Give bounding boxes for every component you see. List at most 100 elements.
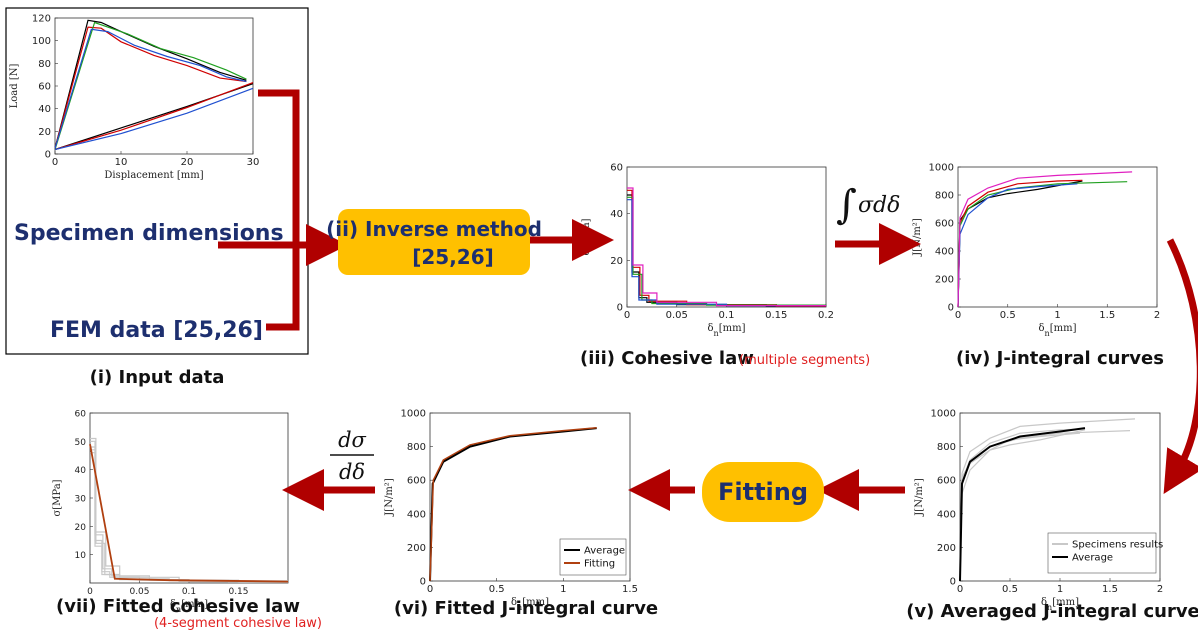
x-tick-label: 0 (52, 157, 58, 168)
series-line (959, 427, 1086, 582)
averaged-j-integral-chart: 0 0.5 1 1.5 202004006008001000δn[mm]J[N/m²]S… (914, 409, 1163, 612)
series-line (54, 28, 247, 149)
y-axis-label: J[N/m²] (384, 478, 395, 517)
x-tick-label: 0.5 (489, 584, 505, 595)
series-line (54, 87, 254, 151)
y-tick-label: 800 (937, 442, 956, 453)
x-tick-label: 1 (1054, 310, 1060, 321)
x-tick-label: 0.15 (765, 310, 787, 321)
y-axis-label: σ[MPa] (52, 479, 63, 516)
fitting-box (702, 462, 824, 522)
legend-label: Specimens results (1072, 540, 1163, 551)
y-tick-label: 600 (937, 476, 956, 487)
y-tick-label: 0 (420, 577, 426, 588)
x-tick-label: 1.5 (622, 584, 638, 595)
y-tick-label: 600 (407, 476, 426, 487)
y-tick-label: 20 (75, 523, 87, 533)
y-tick-label: 800 (935, 191, 954, 202)
integrand: σdδ (858, 193, 900, 218)
x-tick-label: 1 (1057, 584, 1063, 595)
inverse-method-box (338, 209, 530, 275)
fitting-label: Fitting (718, 478, 808, 506)
plot-area (957, 166, 1158, 308)
x-tick-label: 20 (181, 157, 194, 168)
y-tick-label: 50 (75, 438, 87, 448)
x-tick-label: 1.5 (1099, 310, 1115, 321)
y-tick-label: 100 (32, 36, 51, 47)
y-tick-label: 60 (75, 410, 87, 420)
series-line (89, 444, 289, 583)
series-line (627, 187, 826, 307)
y-tick-label: 600 (935, 219, 954, 230)
y-tick-label: 20 (610, 256, 623, 267)
x-axis-label: δn[mm] (1039, 323, 1077, 338)
specimen-dimensions-label: Specimen dimensions (14, 221, 284, 246)
integral-sign: ∫ (836, 182, 857, 228)
series-line (54, 26, 247, 149)
x-tick-label: 0.05 (129, 587, 149, 597)
x-tick-label: 0.5 (1002, 584, 1018, 595)
y-tick-label: 0 (948, 303, 954, 314)
series-line (54, 21, 247, 150)
bracket-connector (258, 89, 300, 331)
series-line (959, 418, 1136, 582)
x-axis-label: Displacement [mm] (104, 170, 203, 181)
x-tick-label: 0.5 (1000, 310, 1016, 321)
caption-input-data: (i) Input data (90, 367, 225, 388)
x-tick-label: 10 (115, 157, 128, 168)
y-tick-label: 1000 (931, 409, 956, 420)
caption-cohesive-law: (iii) Cohesive law (580, 348, 754, 369)
x-tick-label: 1.5 (1102, 584, 1118, 595)
y-tick-label: 200 (407, 543, 426, 554)
input-data-box (5, 7, 309, 355)
y-tick-label: 400 (407, 509, 426, 520)
plot-area (89, 412, 289, 584)
j-integral-curves-chart: 0 0.5 1 1.5 2 0 200 400 600 800 1000 δn[mm] J[N/m²] (912, 163, 1160, 338)
y-tick-label: 200 (937, 543, 956, 554)
y-tick-label: 200 (935, 275, 954, 286)
x-tick-label: 2 (1154, 310, 1160, 321)
y-tick-label: 0 (45, 150, 51, 161)
caption-fitted-cohesive-note: (4-segment cohesive law) (154, 616, 322, 631)
series-line (54, 82, 254, 151)
caption-jintegral-curves: (iv) J-integral curves (956, 348, 1164, 369)
y-axis-label: Load [N] (9, 64, 20, 109)
y-tick-label: 400 (935, 247, 954, 258)
derivative-denominator: dδ (339, 460, 365, 484)
legend-label: Fitting (584, 559, 615, 570)
x-tick-label: 0 (87, 587, 93, 597)
y-tick-label: 60 (38, 82, 51, 93)
legend-label: Average (584, 546, 625, 557)
x-tick-label: 0.05 (666, 310, 688, 321)
y-tick-label: 40 (38, 104, 51, 115)
y-tick-label: 1000 (401, 409, 426, 420)
y-tick-label: 0 (617, 303, 623, 314)
y-tick-label: 20 (38, 127, 51, 138)
y-tick-label: 800 (407, 442, 426, 453)
x-tick-label: 30 (247, 157, 260, 168)
y-tick-label: 40 (75, 466, 87, 476)
x-tick-label: 0 (624, 310, 630, 321)
x-axis-label: δn[mm] (708, 323, 746, 338)
x-tick-label: 0 (427, 584, 433, 595)
y-tick-label: 0 (950, 577, 956, 588)
y-axis-label: J[N/m²] (914, 478, 925, 517)
input-load-displacement-chart: 0 10 20 30 0 20 40 60 80 100 120 Displacement [mm] L… (9, 14, 259, 182)
inverse-method-line1: (ii) Inverse method (326, 217, 542, 241)
legend-box (1047, 532, 1157, 574)
series-line (429, 427, 597, 582)
y-tick-label: 120 (32, 14, 51, 25)
x-tick-label: 0.15 (228, 587, 248, 597)
y-tick-label: 10 (75, 551, 87, 561)
connectors (218, 89, 1198, 511)
legend-label: Average (1072, 553, 1113, 564)
x-tick-label: 0.1 (719, 310, 735, 321)
caption-averaged-jintegral: (v) Averaged J-integral curve (906, 601, 1198, 622)
fem-data-label: FEM data [25,26] (50, 318, 263, 343)
fitted-j-integral-chart: 0 0.5 1 1.502004006008001000δn[mm]J[N/m²]Av… (384, 409, 638, 612)
x-tick-label: 2 (1157, 584, 1163, 595)
x-tick-label: 1 (560, 584, 566, 595)
